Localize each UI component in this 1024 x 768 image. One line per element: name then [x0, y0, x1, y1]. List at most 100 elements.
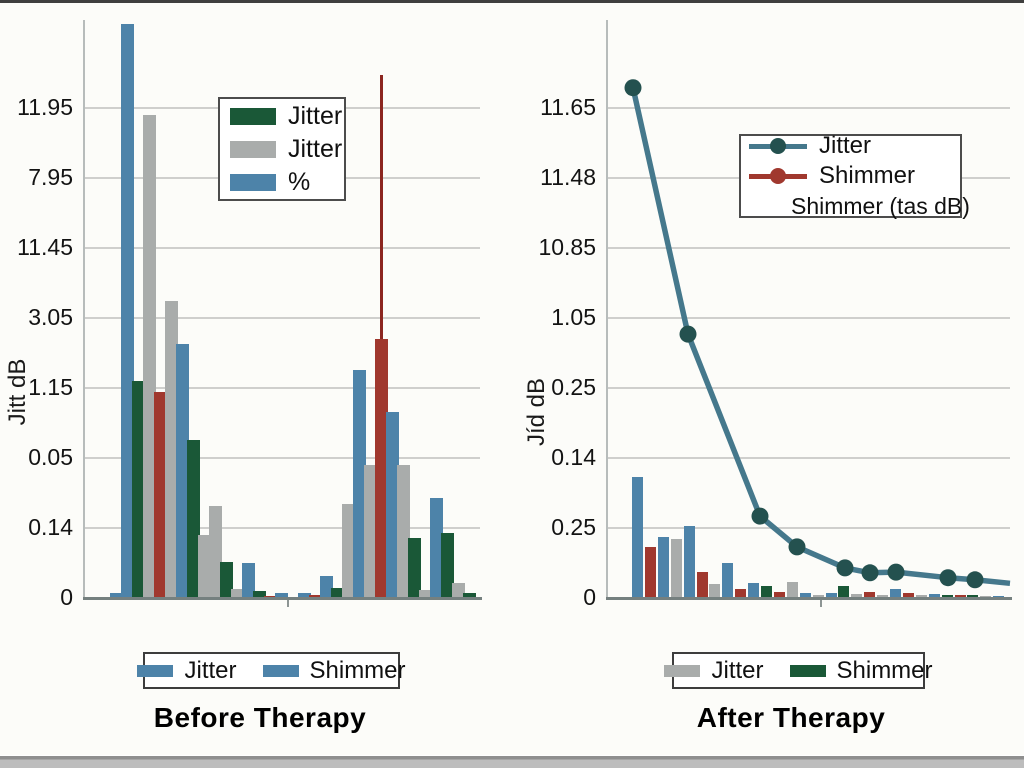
legend-row: Jitter — [749, 133, 952, 159]
y-tick-label: 11.95 — [17, 94, 73, 120]
legend-row: % — [230, 169, 334, 195]
gridline — [608, 527, 1010, 529]
bar-gray — [851, 593, 863, 598]
bar-red — [735, 588, 747, 598]
legend-label: Shimmer (tas dB) — [791, 193, 970, 219]
gridline — [608, 317, 1010, 319]
gridline — [608, 457, 1010, 459]
after-y-axis-line — [606, 20, 608, 598]
before-y-axis-line — [83, 20, 85, 598]
bar-gray — [165, 300, 178, 598]
bar-green — [132, 381, 145, 598]
bar-gray — [419, 590, 432, 598]
line-path — [630, 87, 1011, 587]
teal-line-marker-icon — [749, 137, 807, 154]
line-point-dot — [966, 571, 984, 589]
legend-item: Jitter — [664, 656, 764, 685]
legend-label: Shimmer — [836, 656, 933, 684]
y-tick-label: 1.05 — [551, 304, 596, 330]
bar-red — [773, 591, 785, 598]
bar-gray — [670, 539, 682, 598]
bar-gray — [231, 588, 244, 598]
y-tick-label: 10.85 — [538, 234, 596, 260]
gray-swatch-icon — [230, 140, 276, 158]
line-point-dot — [887, 563, 905, 581]
jitter-line-series — [624, 79, 1011, 589]
blue-swatch-icon — [262, 664, 299, 677]
x-axis-tick — [287, 600, 289, 607]
bar-green — [761, 586, 772, 598]
gridline — [85, 527, 480, 529]
legend-item: Shimmer — [262, 656, 406, 685]
bar-green — [220, 562, 233, 598]
bar-blue — [890, 588, 901, 598]
bar-red — [864, 591, 876, 598]
bar-blue — [928, 593, 940, 598]
gridline — [608, 387, 1010, 389]
bar-red — [696, 572, 708, 598]
line-point-dot — [861, 564, 879, 582]
y-tick-label: 3.05 — [28, 304, 73, 330]
after-x-axis-line — [606, 597, 1012, 600]
line-point-dot — [679, 325, 697, 343]
y-tick-label: 0 — [60, 584, 73, 610]
legend-label: Shimmer — [309, 656, 406, 684]
bar-green — [187, 439, 200, 598]
legend-label: Jitter — [288, 135, 343, 163]
red-spike-line — [380, 75, 383, 598]
legend-row: Jitter — [230, 103, 342, 129]
bar-blue — [275, 593, 288, 598]
bar-red — [644, 546, 656, 598]
gridline — [85, 387, 480, 389]
bar-gray — [452, 583, 465, 598]
bar-red — [375, 339, 388, 598]
bar-blue — [993, 595, 1005, 598]
before-x-axis-line — [83, 597, 482, 600]
legend-item: Shimmer — [789, 656, 933, 685]
red-line-marker-icon — [749, 167, 807, 184]
legend-row: Shimmer (tas dB) — [791, 193, 970, 219]
bar-blue — [632, 476, 643, 598]
bar-green — [408, 537, 421, 598]
before-therapy-plot-area — [83, 20, 482, 607]
bar-blue — [242, 563, 255, 598]
bar-blue — [110, 593, 123, 598]
legend-label: Jitter — [819, 132, 872, 159]
y-tick-label: 11.45 — [17, 234, 73, 260]
line-point-dot — [836, 559, 854, 577]
bar-gray — [709, 584, 721, 598]
bar-gray — [364, 465, 377, 598]
gridline — [85, 247, 480, 249]
bar-red — [902, 593, 914, 598]
blue-swatch-icon — [137, 664, 174, 677]
gridline — [608, 107, 1010, 109]
bar-gray — [342, 503, 355, 598]
legend-row: Jitter — [230, 136, 342, 162]
bar-green — [331, 588, 344, 598]
y-tick-label: 0.14 — [28, 514, 73, 540]
bar-red — [264, 595, 277, 598]
bar-blue — [657, 537, 669, 598]
bar-gray — [143, 115, 156, 598]
bar-gray — [915, 595, 927, 598]
bar-blue — [722, 563, 734, 598]
legend-label: Jitter — [711, 656, 764, 684]
line-point-dot — [751, 507, 769, 525]
green-swatch-icon — [789, 664, 826, 677]
line-point-dot — [939, 569, 957, 587]
line-point-dot — [624, 79, 642, 97]
bar-green — [463, 593, 476, 598]
after-therapy-title: After Therapy — [696, 702, 886, 733]
bar-red — [954, 594, 966, 598]
top-border-line — [0, 0, 1024, 3]
bar-blue — [320, 575, 333, 598]
legend-label: Jitter — [184, 656, 237, 684]
bar-red — [309, 595, 322, 598]
bar-blue — [121, 24, 134, 598]
legend-label: Jitter — [288, 102, 343, 130]
bar-gray — [812, 595, 824, 598]
after-inner-legend: Jitter Shimmer Shimmer (tas dB) — [739, 133, 970, 219]
legend-label: % — [288, 168, 311, 196]
bar-green — [838, 586, 850, 598]
